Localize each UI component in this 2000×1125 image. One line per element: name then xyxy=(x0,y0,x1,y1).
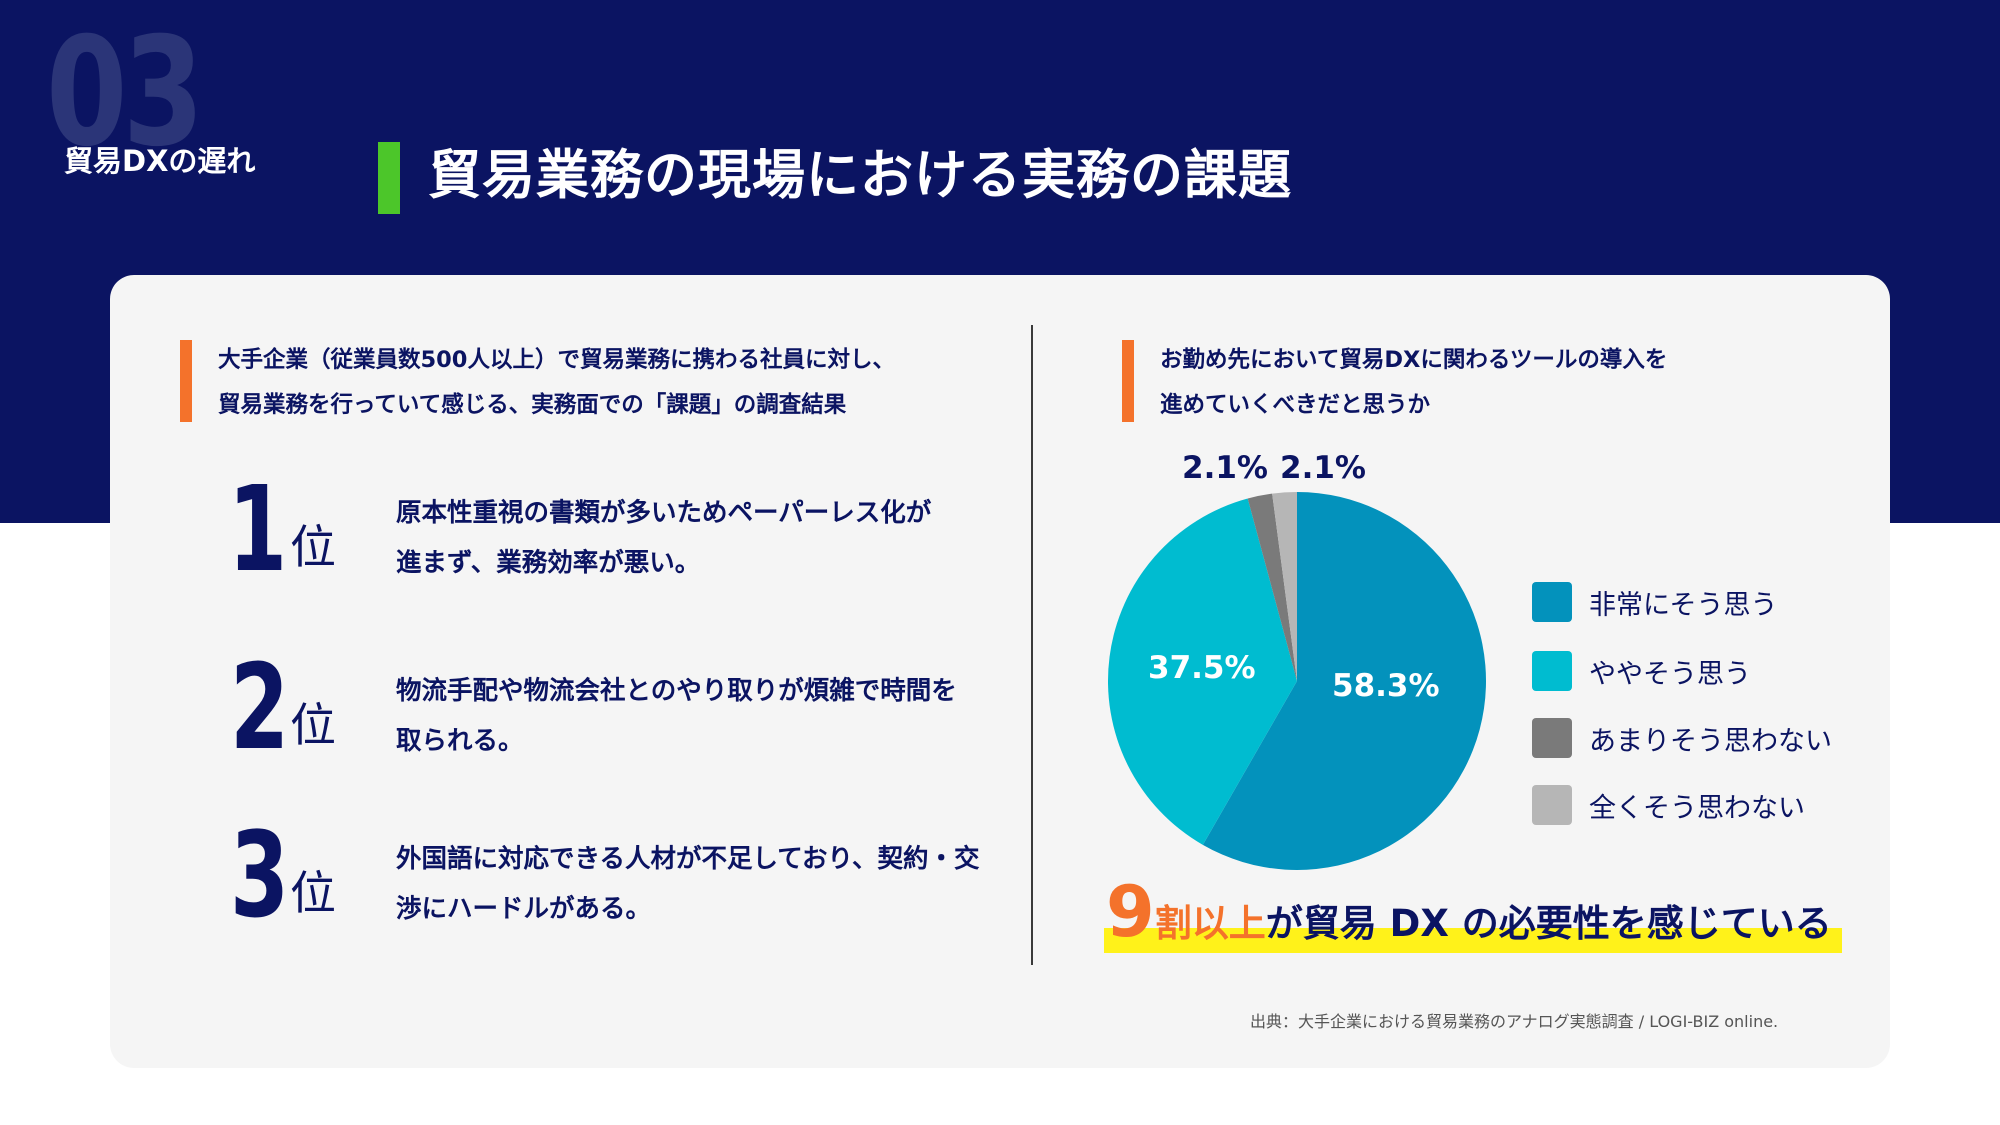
pie-slice-somewhat-disagree xyxy=(1247,493,1297,681)
page-title: 貿易業務の現場における実務の課題 xyxy=(428,145,1292,206)
right-question: お勤め先において貿易DXに関わるツールの導入を 進めていくべきだと思うか xyxy=(1160,338,1667,428)
rank-1-number: 1 xyxy=(228,460,288,598)
pie-slice-very-agree xyxy=(1202,492,1486,870)
rank-2-line2: 取られる。 xyxy=(396,726,524,756)
rank-3-text: 外国語に対応できる人材が不足しており、契約・交 渉にハードルがある。 xyxy=(396,834,996,934)
legend-label: あまりそう思わない xyxy=(1589,725,1832,757)
rank-3-unit: 位 xyxy=(290,866,336,920)
right-question-line2: 進めていくべきだと思うか xyxy=(1160,392,1431,418)
pie-slice-somewhat-agree xyxy=(1108,498,1297,845)
legend-swatch xyxy=(1532,718,1572,758)
left-question-line1: 大手企業（従業員数500人以上）で貿易業務に携わる社員に対し、 xyxy=(218,347,895,373)
pie-label-very-agree: 58.3% xyxy=(1332,668,1440,704)
right-question-accent xyxy=(1122,340,1134,422)
rank-1-text: 原本性重視の書類が多いためペーパーレス化が 進まず、業務効率が悪い。 xyxy=(396,488,996,588)
conclusion-lead: 割以上 xyxy=(1154,902,1266,945)
rank-1-line1: 原本性重視の書類が多いためペーパーレス化が xyxy=(396,498,932,528)
section-label: 貿易DXの遅れ xyxy=(64,144,256,178)
rank-2-unit: 位 xyxy=(290,698,336,752)
conclusion-highlight xyxy=(1104,928,1842,953)
conclusion-number: 9 xyxy=(1106,871,1155,953)
rank-1-line2: 進まず、業務効率が悪い。 xyxy=(396,548,701,578)
left-question-accent xyxy=(180,340,192,422)
section-number: 03 xyxy=(46,6,204,180)
rank-2-text: 物流手配や物流会社とのやり取りが煩雑で時間を 取られる。 xyxy=(396,666,996,766)
left-question: 大手企業（従業員数500人以上）で貿易業務に携わる社員に対し、 貿易業務を行って… xyxy=(218,338,895,428)
rank-1-unit: 位 xyxy=(290,520,336,574)
rank-2-number: 2 xyxy=(230,638,290,776)
pie-label-strongly-disagree: 2.1% xyxy=(1280,450,1366,486)
legend-label: 非常にそう思う xyxy=(1589,589,1778,621)
rank-3-line2: 渉にハードルがある。 xyxy=(396,894,652,924)
source-citation: 出典：大手企業における貿易業務のアナログ実態調査 / LOGI-BIZ onli… xyxy=(1250,1012,1779,1031)
rank-3-line1: 外国語に対応できる人材が不足しており、契約・交 xyxy=(396,844,980,874)
legend-swatch xyxy=(1532,582,1572,622)
rank-2-line1: 物流手配や物流会社とのやり取りが煩雑で時間を xyxy=(396,676,957,706)
legend-swatch xyxy=(1532,651,1572,691)
pie-chart xyxy=(1108,492,1486,870)
legend-label: 全くそう思わない xyxy=(1589,792,1805,824)
legend-item-strongly-disagree: 全くそう思わない xyxy=(1532,784,1805,826)
legend-item-somewhat-disagree: あまりそう思わない xyxy=(1532,717,1832,759)
rank-3-number: 3 xyxy=(230,806,290,944)
panel-divider xyxy=(1031,325,1033,965)
legend-swatch xyxy=(1532,785,1572,825)
pie-slice-strongly-disagree xyxy=(1272,492,1297,681)
left-question-line2: 貿易業務を行っていて感じる、実務面での「課題」の調査結果 xyxy=(218,392,847,418)
conclusion: 9割以上が貿易 DX の必要性を感じている xyxy=(1106,872,1832,952)
right-question-line1: お勤め先において貿易DXに関わるツールの導入を xyxy=(1160,347,1668,373)
legend-item-very-agree: 非常にそう思う xyxy=(1532,581,1777,623)
legend-item-somewhat-agree: ややそう思う xyxy=(1532,650,1751,692)
title-accent-bar xyxy=(378,142,400,214)
pie-label-somewhat-agree: 37.5% xyxy=(1148,650,1256,686)
conclusion-rest: が貿易 DX の必要性を感じている xyxy=(1265,902,1832,945)
legend-label: ややそう思う xyxy=(1589,658,1751,690)
pie-label-somewhat-disagree: 2.1% xyxy=(1182,450,1268,486)
